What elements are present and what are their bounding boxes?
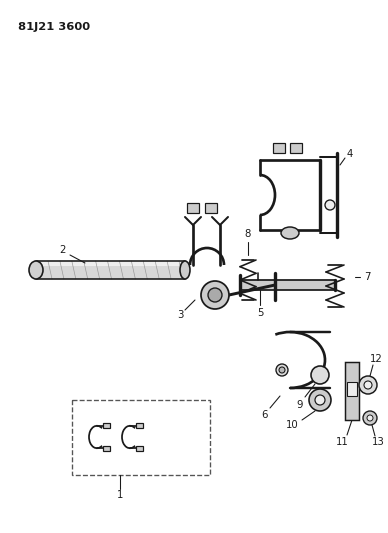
Circle shape bbox=[279, 367, 285, 373]
Bar bbox=[103, 446, 110, 450]
FancyBboxPatch shape bbox=[240, 280, 335, 290]
Circle shape bbox=[201, 281, 229, 309]
Text: 8: 8 bbox=[245, 229, 251, 239]
Text: 13: 13 bbox=[372, 437, 385, 447]
Bar bbox=[290, 143, 302, 153]
Ellipse shape bbox=[180, 261, 190, 279]
Text: 6: 6 bbox=[262, 410, 268, 420]
Ellipse shape bbox=[29, 261, 43, 279]
Circle shape bbox=[309, 389, 331, 411]
Bar bbox=[137, 446, 143, 450]
Circle shape bbox=[325, 200, 335, 210]
Text: 2: 2 bbox=[59, 245, 65, 255]
Text: 11: 11 bbox=[336, 437, 348, 447]
Text: 4: 4 bbox=[347, 149, 353, 159]
Circle shape bbox=[364, 381, 372, 389]
Bar bbox=[205, 203, 217, 213]
Text: 5: 5 bbox=[257, 308, 263, 318]
Circle shape bbox=[315, 395, 325, 405]
Bar bbox=[345, 362, 359, 420]
Circle shape bbox=[276, 364, 288, 376]
Bar bbox=[347, 382, 357, 396]
Bar bbox=[103, 423, 110, 428]
Circle shape bbox=[367, 415, 373, 421]
Text: 1: 1 bbox=[117, 490, 123, 500]
Text: 81J21 3600: 81J21 3600 bbox=[18, 22, 90, 32]
Circle shape bbox=[311, 366, 329, 384]
FancyBboxPatch shape bbox=[36, 261, 185, 279]
Text: 12: 12 bbox=[370, 354, 383, 364]
Ellipse shape bbox=[281, 227, 299, 239]
Text: 9: 9 bbox=[297, 400, 303, 410]
Bar bbox=[273, 143, 285, 153]
Bar bbox=[137, 423, 143, 428]
FancyBboxPatch shape bbox=[36, 261, 185, 265]
Circle shape bbox=[363, 411, 377, 425]
Text: 7: 7 bbox=[364, 272, 370, 282]
Circle shape bbox=[359, 376, 377, 394]
Circle shape bbox=[208, 288, 222, 302]
Text: 3: 3 bbox=[177, 310, 183, 320]
Bar bbox=[72, 400, 210, 475]
Text: 10: 10 bbox=[286, 420, 298, 430]
Bar bbox=[187, 203, 199, 213]
